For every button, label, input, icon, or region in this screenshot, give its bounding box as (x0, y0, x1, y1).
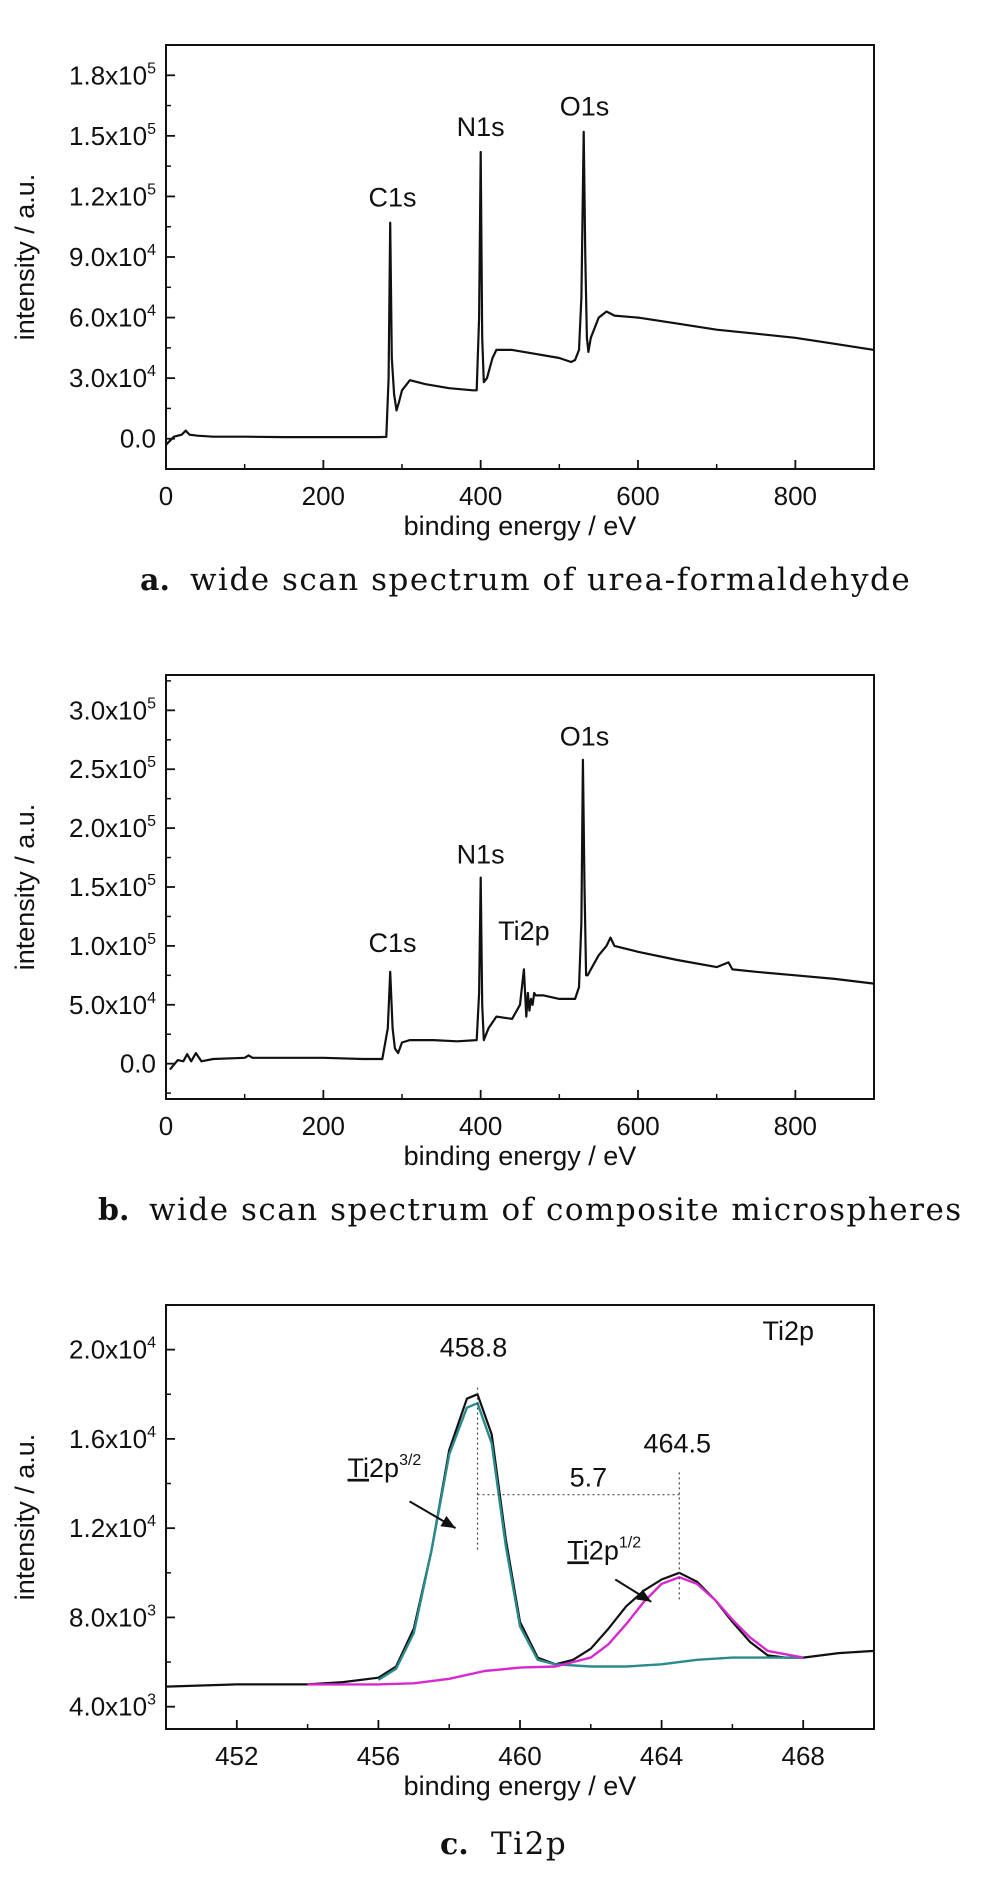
arrow-head-icon (636, 1589, 652, 1602)
x-tick-label: 200 (302, 1111, 345, 1141)
y-tick-label: 3.0x104 (69, 363, 156, 393)
y-tick-label: 1.5x105 (69, 121, 156, 151)
peak-label: O1s (560, 722, 610, 752)
x-tick-label: 464 (640, 1741, 683, 1771)
x-tick-label: 452 (215, 1741, 258, 1771)
x-axis-label: binding energy / eV (404, 1771, 637, 1801)
y-tick-label: 0.0 (120, 424, 156, 454)
corner-label: Ti2p (762, 1316, 814, 1346)
x-tick-label: 468 (782, 1741, 825, 1771)
caption-text: wide scan spectrum of composite microsph… (149, 1192, 963, 1228)
y-tick-label: 2.0x105 (69, 813, 156, 843)
x-axis-label: binding energy / eV (404, 511, 637, 541)
peak-label: N1s (457, 839, 505, 869)
peak-label: C1s (369, 928, 417, 958)
series-line-1 (169, 758, 875, 1071)
y-tick-label: 0.0 (120, 1049, 156, 1079)
y-tick-label: 1.0x105 (69, 931, 156, 961)
x-tick-label: 460 (498, 1741, 541, 1771)
peak-label: Ti2p (498, 916, 550, 946)
x-axis-label: binding energy / eV (404, 1141, 637, 1171)
caption-text: wide scan spectrum of urea-formaldehyde (190, 562, 911, 598)
y-axis-label: intensity / a.u. (10, 174, 40, 341)
plot-frame (165, 1304, 875, 1730)
series-line-2 (377, 1402, 804, 1681)
peak-label: O1s (560, 92, 610, 122)
y-tick-label: 2.0x104 (69, 1335, 156, 1365)
y-tick-label: 1.2x105 (69, 181, 156, 211)
y-tick-label: 1.2x104 (69, 1513, 156, 1543)
y-axis-label: intensity / a.u. (10, 1434, 40, 1601)
chart-panel-2: 0 200 400 600 800 0.0 5.0x104 1.0x105 1.5x105 2.0… (10, 674, 963, 1228)
series-line-3 (307, 1576, 804, 1686)
y-tick-label: 6.0x104 (69, 303, 156, 333)
y-tick-label: 2.5x105 (69, 754, 156, 784)
chart-panel-3: 452 456 460 464 468 4.0x103 8.0x103 1.2x104 1.6x… (10, 1304, 875, 1862)
x-tick-label: 800 (774, 481, 817, 511)
y-tick-label: 3.0x105 (69, 695, 156, 725)
plot-frame (165, 674, 875, 1100)
x-tick-label: 0 (159, 1111, 173, 1141)
x-tick-label: 400 (459, 1111, 502, 1141)
x-tick-label: 456 (357, 1741, 400, 1771)
series-line-1 (165, 1393, 875, 1688)
series-line-1 (165, 130, 875, 446)
peak-position-label: 458.8 (440, 1332, 508, 1362)
caption-letter: b. (98, 1193, 129, 1228)
y-tick-label: 1.6x104 (69, 1424, 156, 1454)
y-tick-label: 1.5x105 (69, 872, 156, 902)
component-label: Ti2p1/2 (567, 1534, 641, 1565)
x-tick-label: 200 (302, 481, 345, 511)
y-axis-label: intensity / a.u. (10, 804, 40, 971)
x-tick-label: 600 (616, 481, 659, 511)
splitting-label: 5.7 (570, 1463, 608, 1493)
y-tick-label: 5.0x104 (69, 990, 156, 1020)
y-tick-label: 4.0x103 (69, 1692, 156, 1722)
plot-frame (165, 44, 875, 470)
peak-label: N1s (457, 112, 505, 142)
chart-panel-1: 0 200 400 600 800 0.0 3.0x104 6.0x104 9.0x104 1.2… (10, 44, 911, 598)
component-label: Ti2p3/2 (348, 1452, 422, 1483)
x-tick-label: 600 (616, 1111, 659, 1141)
peak-label: C1s (369, 183, 417, 213)
caption-letter: c. (440, 1827, 469, 1862)
peak-position-label: 464.5 (644, 1428, 712, 1458)
caption-letter: a. (140, 563, 170, 598)
y-tick-label: 8.0x103 (69, 1602, 156, 1632)
x-tick-label: 800 (774, 1111, 817, 1141)
x-tick-label: 400 (459, 481, 502, 511)
arrow-head-icon (440, 1515, 456, 1529)
y-tick-label: 9.0x104 (69, 242, 156, 272)
caption-text: Ti2p (491, 1826, 567, 1862)
y-tick-label: 1.8x105 (69, 60, 156, 90)
x-tick-label: 0 (159, 481, 173, 511)
